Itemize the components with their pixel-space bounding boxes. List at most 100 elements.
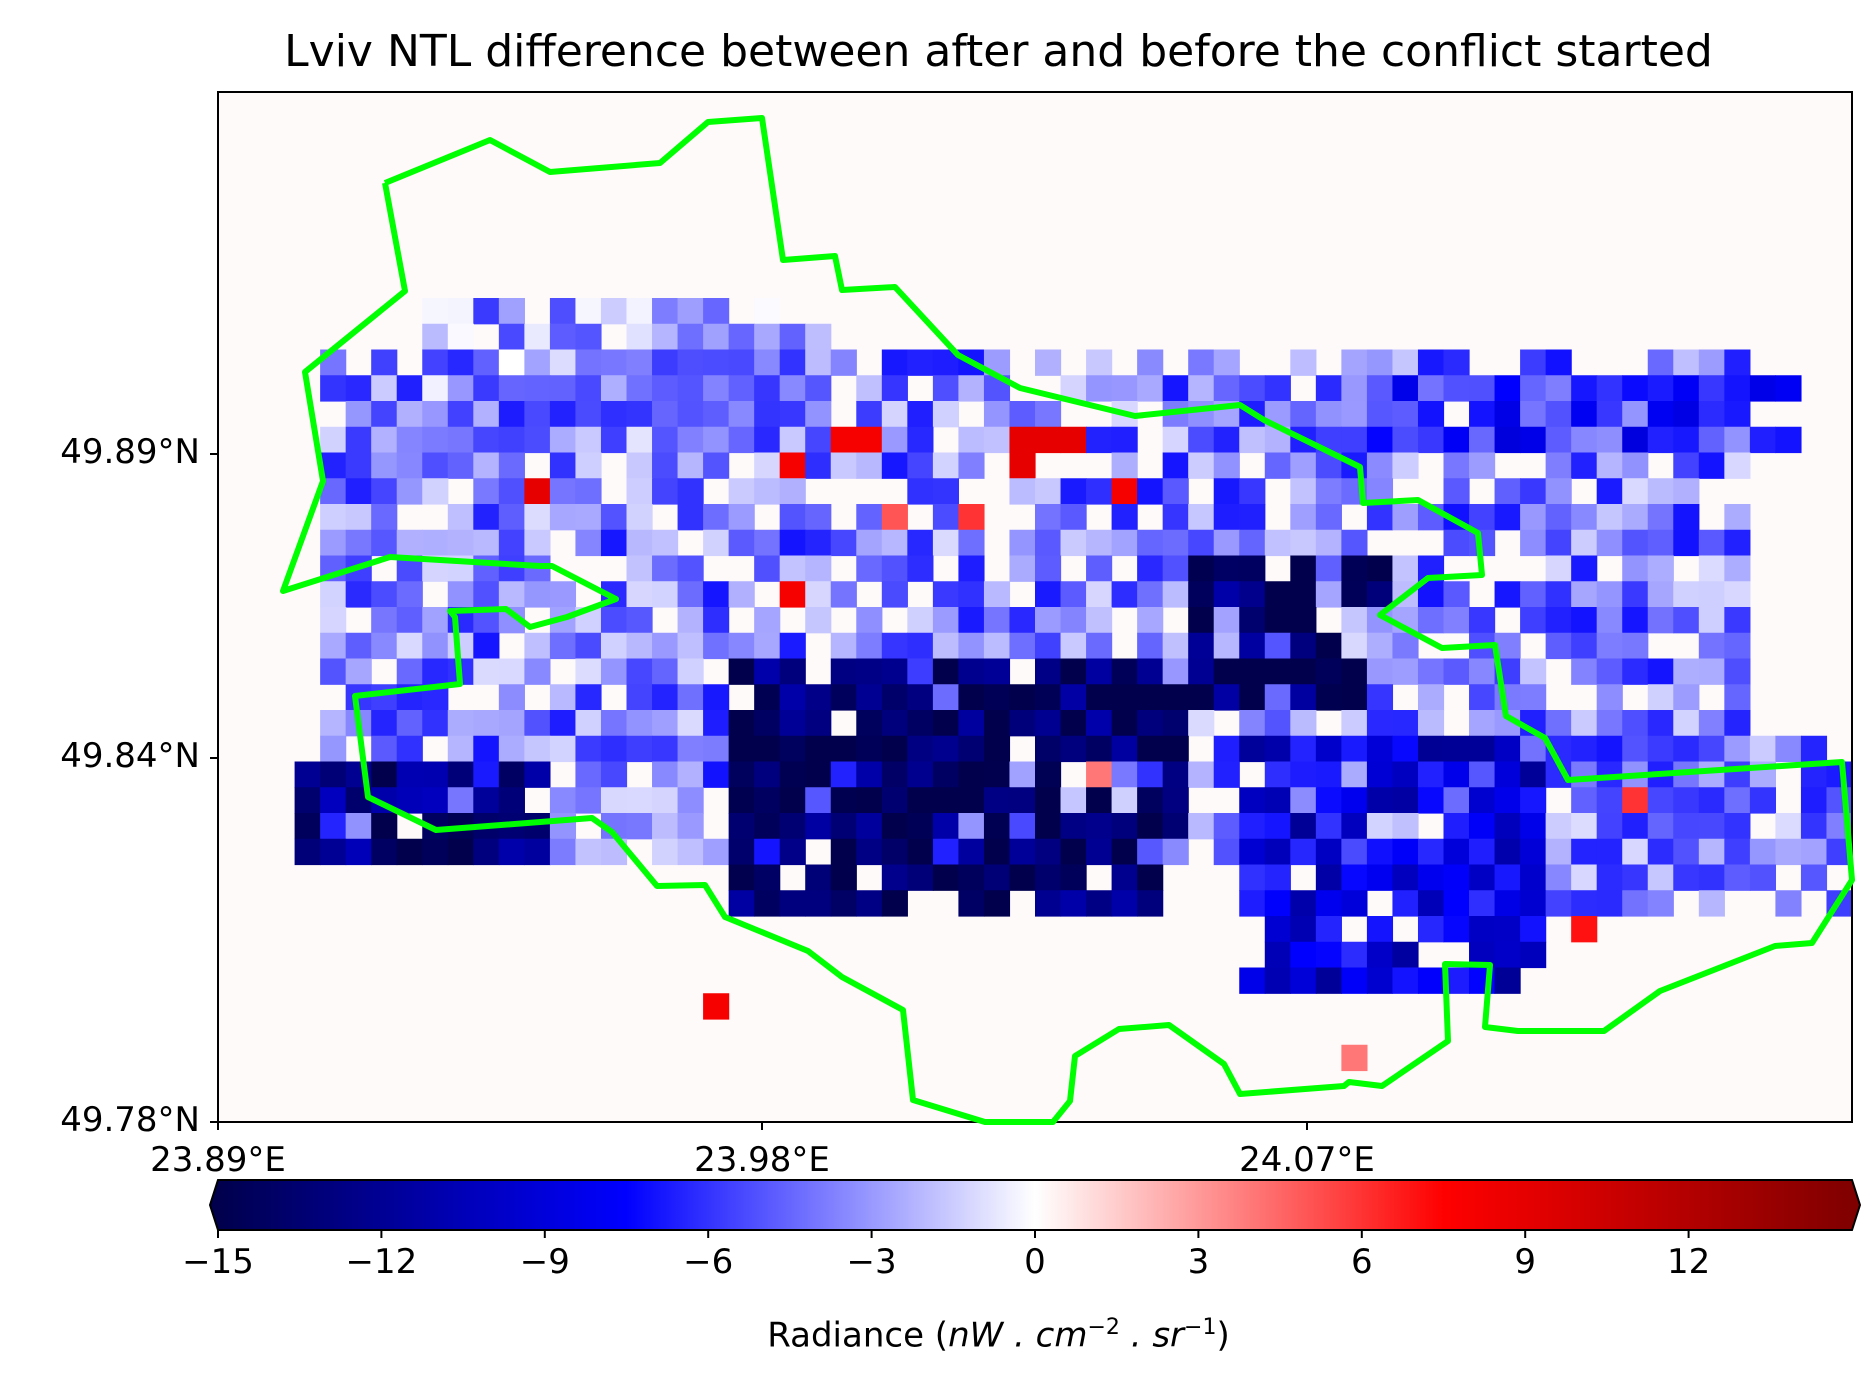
heatmap-cell xyxy=(958,864,985,891)
heatmap-cell xyxy=(1366,658,1394,685)
heatmap-cell xyxy=(1366,632,1394,660)
heatmap-cell xyxy=(1264,684,1291,711)
heatmap-cell xyxy=(1698,529,1725,557)
heatmap-cell xyxy=(1571,632,1598,660)
heatmap-cell xyxy=(1392,375,1419,402)
heatmap-cell xyxy=(345,813,372,840)
heatmap-cell xyxy=(1622,452,1649,479)
heatmap-cell xyxy=(1060,607,1087,634)
colorbar-tick-label: 9 xyxy=(1514,1242,1537,1282)
heatmap-cell xyxy=(1264,916,1291,943)
heatmap-cell xyxy=(1647,555,1674,582)
heatmap-cell xyxy=(1494,941,1521,969)
heatmap-cell xyxy=(1571,529,1598,557)
heatmap-cell xyxy=(1596,890,1623,917)
heatmap-cell xyxy=(1749,864,1777,891)
heatmap-cell xyxy=(779,632,806,660)
heatmap-cell xyxy=(320,607,347,634)
heatmap-cell xyxy=(1520,735,1547,763)
heatmap-cell xyxy=(1188,761,1215,788)
heatmap-cell xyxy=(1622,426,1649,454)
heatmap-cells xyxy=(218,92,1853,1122)
heatmap-cell xyxy=(1188,607,1215,634)
heatmap-cell xyxy=(1009,607,1036,634)
heatmap-cell xyxy=(396,761,423,788)
heatmap-cell xyxy=(1009,684,1036,711)
heatmap-cell xyxy=(1060,658,1087,685)
heatmap-cell xyxy=(754,401,781,428)
heatmap-cell xyxy=(575,838,602,866)
heatmap-cell xyxy=(1571,658,1598,685)
heatmap-cell xyxy=(1443,864,1470,891)
heatmap-cell xyxy=(958,632,985,660)
heatmap-cell xyxy=(447,426,474,454)
heatmap-cell xyxy=(1698,813,1725,840)
heatmap-cell xyxy=(1137,735,1164,763)
heatmap-cell xyxy=(422,529,449,557)
heatmap-cell xyxy=(447,632,474,660)
heatmap-cell xyxy=(1366,710,1394,737)
heatmap-cell xyxy=(703,529,730,557)
heatmap-cell xyxy=(1009,632,1036,660)
heatmap-cell xyxy=(1213,426,1240,454)
heatmap-cell xyxy=(447,298,474,325)
heatmap-cell xyxy=(1673,401,1700,428)
heatmap-cell xyxy=(447,710,474,737)
heatmap-cell xyxy=(1392,504,1419,531)
heatmap-cell xyxy=(549,504,577,531)
heatmap-cell xyxy=(830,787,857,814)
heatmap-cell xyxy=(1060,581,1087,608)
heatmap-cell xyxy=(422,426,449,454)
heatmap-cell xyxy=(1264,838,1291,866)
heatmap-cell xyxy=(1264,632,1291,660)
heatmap-cell xyxy=(1162,735,1189,763)
heatmap-cell xyxy=(754,478,781,505)
heatmap-cell xyxy=(1469,658,1496,685)
heatmap-cell xyxy=(703,375,730,402)
heatmap-cell xyxy=(779,349,806,376)
heatmap-cell xyxy=(498,735,525,763)
heatmap-cell xyxy=(524,529,551,557)
heatmap-cell xyxy=(320,813,347,840)
heatmap-cell xyxy=(345,452,372,479)
heatmap-cell xyxy=(626,632,653,660)
heatmap-cell xyxy=(1520,864,1547,891)
heatmap-cell xyxy=(396,452,423,479)
heatmap-cell xyxy=(1494,401,1521,428)
heatmap-cell xyxy=(1673,504,1700,531)
heatmap-cell xyxy=(779,710,806,737)
heatmap-cell xyxy=(830,452,857,479)
heatmap-cell xyxy=(1137,529,1164,557)
heatmap-cell xyxy=(549,452,577,479)
heatmap-cell xyxy=(1162,478,1189,505)
heatmap-cell xyxy=(524,426,551,454)
heatmap-cell xyxy=(1213,735,1240,763)
heatmap-cell xyxy=(1035,426,1062,454)
heatmap-cell xyxy=(1494,890,1521,917)
heatmap-cell xyxy=(626,375,653,402)
heatmap-cell xyxy=(754,452,781,479)
heatmap-cell xyxy=(1571,401,1598,428)
heatmap-cell xyxy=(652,555,679,582)
heatmap-cell xyxy=(881,529,908,557)
heatmap-cell xyxy=(1239,426,1266,454)
heatmap-cell xyxy=(1417,916,1445,943)
heatmap-cell xyxy=(1366,864,1394,891)
heatmap-cell xyxy=(320,375,347,402)
heatmap-cell xyxy=(1520,684,1547,711)
heatmap-cell xyxy=(1213,838,1240,866)
heatmap-cell xyxy=(1443,375,1470,402)
heatmap-cell xyxy=(881,632,908,660)
heatmap-cell xyxy=(1622,864,1649,891)
heatmap-cell xyxy=(1673,864,1700,891)
heatmap-cell xyxy=(907,787,934,814)
heatmap-cell xyxy=(1086,555,1113,582)
heatmap-cell xyxy=(473,710,500,737)
heatmap-cell xyxy=(1698,555,1725,582)
heatmap-cell xyxy=(1698,890,1725,917)
heatmap-cell xyxy=(1239,813,1266,840)
heatmap-cell xyxy=(1749,838,1777,866)
heatmap-cell xyxy=(881,426,908,454)
heatmap-cell xyxy=(652,426,679,454)
heatmap-cell xyxy=(1137,632,1164,660)
